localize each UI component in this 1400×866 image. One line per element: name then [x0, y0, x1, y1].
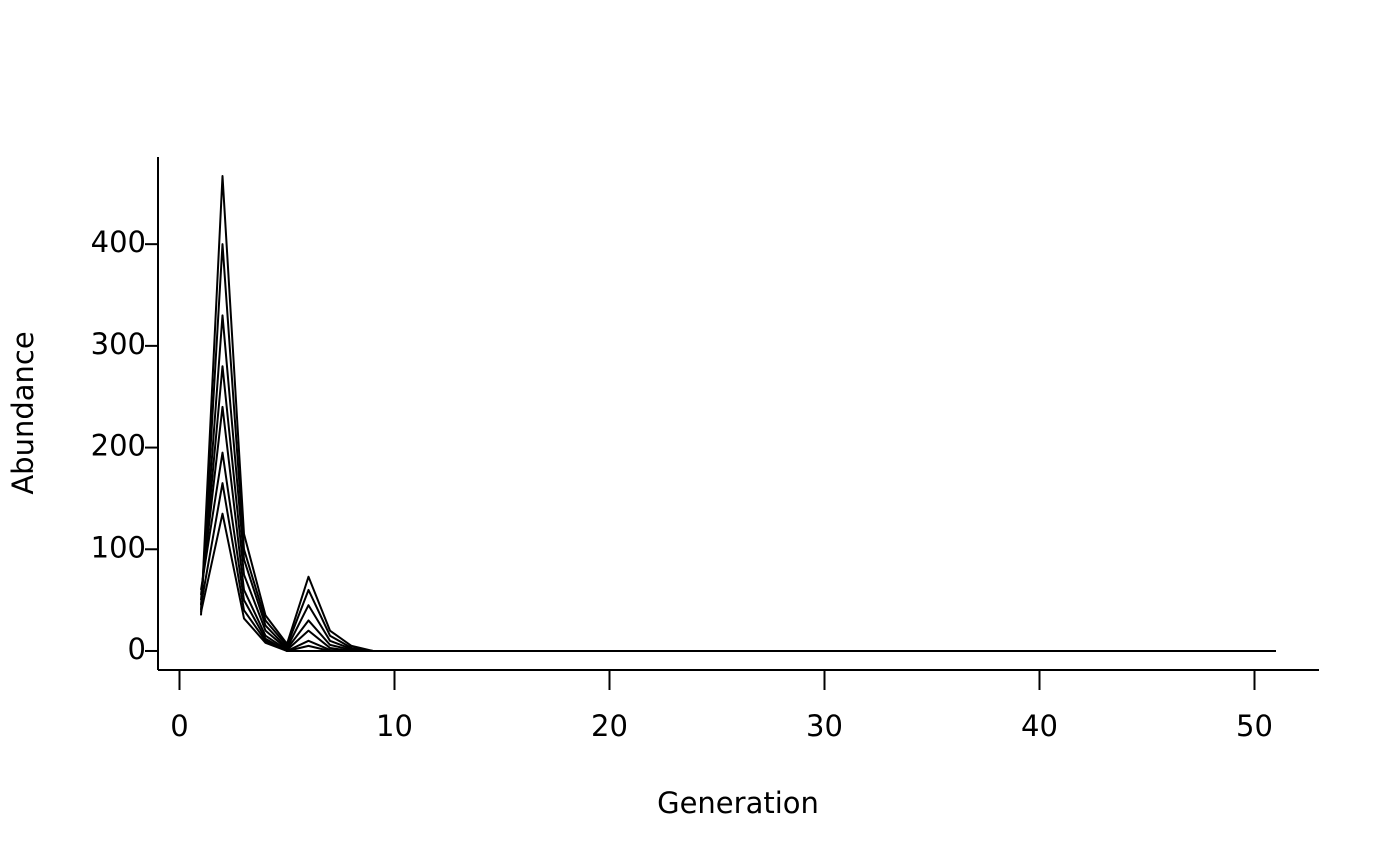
- x-tick-label: 20: [591, 709, 628, 743]
- series-line: [200, 243, 1276, 652]
- y-tick-label: 200: [91, 429, 146, 463]
- y-tick-label: 0: [128, 632, 146, 666]
- x-axis-title: Generation: [657, 786, 819, 820]
- series-line: [200, 405, 1276, 652]
- series-line: [200, 365, 1276, 652]
- x-tick-label: 40: [1021, 709, 1058, 743]
- series-line: [200, 175, 1276, 652]
- x-tick-label: 30: [806, 709, 843, 743]
- series-line: [200, 314, 1276, 652]
- series-line: [200, 451, 1276, 652]
- x-tick-label: 0: [170, 709, 188, 743]
- series-line: [200, 512, 1276, 652]
- y-tick-label: 300: [91, 327, 146, 361]
- y-axis-title: Abundance: [6, 331, 40, 494]
- x-tick-label: 50: [1236, 709, 1273, 743]
- y-tick-label: 400: [91, 225, 146, 259]
- x-tick-label: 10: [376, 709, 413, 743]
- y-tick-label: 100: [91, 530, 146, 564]
- series-line: [200, 482, 1276, 652]
